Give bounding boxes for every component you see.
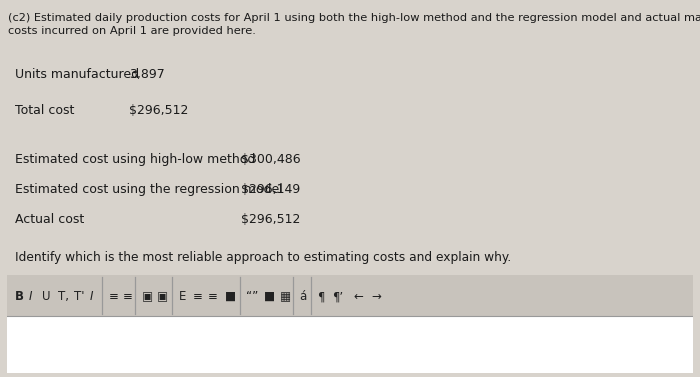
Text: Actual cost: Actual cost (15, 213, 85, 226)
Text: ¶: ¶ (316, 290, 324, 303)
Text: T,: T, (58, 290, 69, 303)
Text: ■: ■ (264, 290, 275, 303)
Text: $296,512: $296,512 (241, 213, 301, 226)
Text: $296,149: $296,149 (241, 183, 301, 196)
Text: (c2) Estimated daily production costs for April 1 using both the high-low method: (c2) Estimated daily production costs fo… (8, 13, 700, 23)
Text: ≡: ≡ (122, 290, 132, 303)
Text: ←: ← (354, 290, 364, 303)
Text: ▣: ▣ (157, 290, 168, 303)
Text: Identify which is the most reliable approach to estimating costs and explain why: Identify which is the most reliable appr… (15, 251, 512, 264)
Text: U: U (42, 290, 51, 303)
Text: $300,486: $300,486 (241, 153, 301, 166)
Text: ≡: ≡ (208, 290, 218, 303)
Text: B: B (15, 290, 24, 303)
Text: $296,512: $296,512 (130, 104, 189, 116)
Text: á: á (299, 290, 307, 303)
Text: Estimated cost using high-low method: Estimated cost using high-low method (15, 153, 255, 166)
Text: Units manufactured: Units manufactured (15, 68, 139, 81)
Text: ≡: ≡ (109, 290, 119, 303)
Text: ▦: ▦ (279, 290, 290, 303)
Text: ≡: ≡ (193, 290, 203, 303)
FancyBboxPatch shape (7, 275, 693, 316)
Text: I: I (29, 290, 32, 303)
Text: Estimated cost using the regression model: Estimated cost using the regression mode… (15, 183, 283, 196)
Text: ¶’: ¶’ (332, 290, 344, 303)
Text: →: → (372, 290, 382, 303)
Text: E: E (178, 290, 186, 303)
Text: ■: ■ (225, 290, 236, 303)
Text: ▣: ▣ (142, 290, 153, 303)
Text: “”: “” (246, 290, 258, 303)
Text: costs incurred on April 1 are provided here.: costs incurred on April 1 are provided h… (8, 26, 256, 37)
Text: T': T' (74, 290, 84, 303)
Text: Ι: Ι (90, 290, 93, 303)
FancyBboxPatch shape (7, 316, 693, 373)
Text: Total cost: Total cost (15, 104, 75, 116)
Text: 3,897: 3,897 (130, 68, 165, 81)
